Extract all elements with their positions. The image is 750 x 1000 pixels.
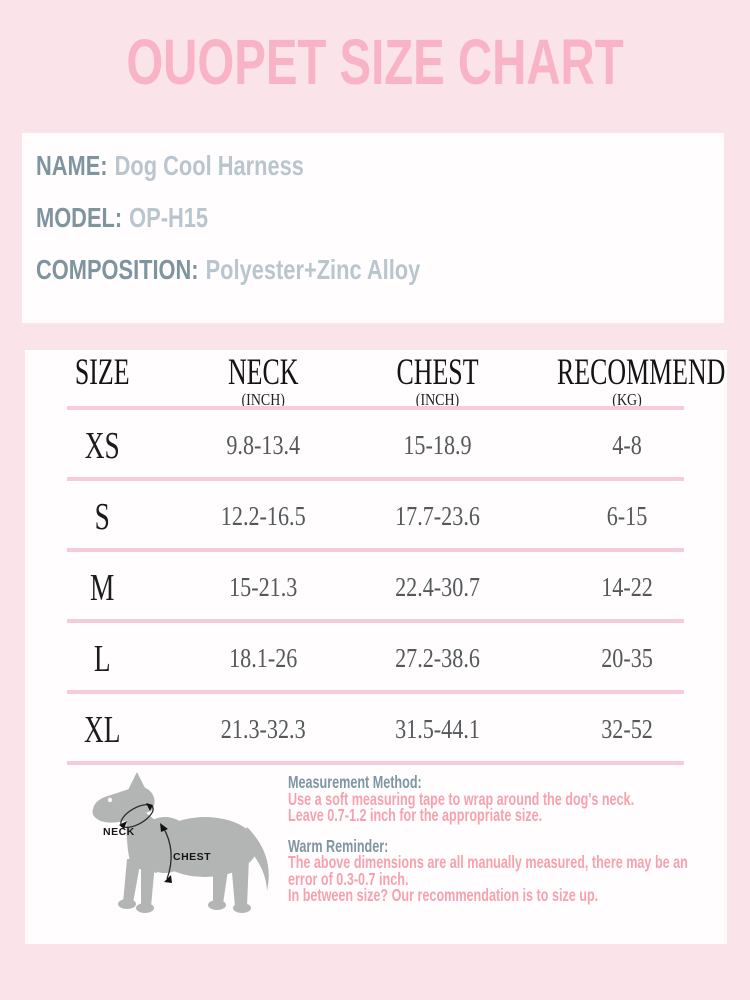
- chest-label: CHEST: [173, 851, 211, 863]
- recommend-cell: 32-52: [601, 714, 653, 744]
- size-cell: XL: [83, 708, 121, 751]
- table-row-s: S 12.2-16.5 17.7-23.6 6-15: [25, 481, 727, 552]
- notes-section: Measurement Method: Use a soft measuring…: [288, 774, 709, 904]
- neck-cell: 9.8-13.4: [226, 430, 301, 460]
- product-name-row: NAME: Dog Cool Harness: [36, 152, 573, 180]
- table-row-xl: XL 21.3-32.3 31.5-44.1 32-52: [25, 694, 727, 765]
- neck-cell: 15-21.3: [229, 572, 298, 602]
- measure-arrowheads: [119, 803, 172, 883]
- dog-eye: [107, 797, 113, 803]
- chest-cell: 27.2-38.6: [394, 643, 480, 673]
- table-row-m: M 15-21.3 22.4-30.7 14-22: [25, 552, 727, 623]
- column-header-chest: CHEST (INCH): [396, 352, 479, 409]
- measurement-method-block: Measurement Method: Use a soft measuring…: [288, 774, 709, 824]
- row-divider-line: [67, 690, 684, 694]
- product-model-value: OP-H15: [129, 202, 209, 233]
- column-header-size: SIZE: [74, 352, 130, 393]
- row-divider-line: [67, 548, 684, 552]
- chest-cell: 22.4-30.7: [394, 572, 480, 602]
- warm-reminder-line: In between size? Our recommendation is t…: [288, 885, 599, 905]
- product-composition-row: COMPOSITION: Polyester+Zinc Alloy: [36, 256, 573, 284]
- chest-measure-line: [162, 826, 172, 880]
- chest-cell: 15-18.9: [403, 430, 472, 460]
- size-cell: XS: [84, 424, 120, 467]
- product-model-row: MODEL: OP-H15: [36, 204, 573, 232]
- measurement-method-line: Leave 0.7-1.2 inch for the appropriate s…: [288, 805, 543, 825]
- column-header-neck: NECK (INCH): [228, 352, 299, 409]
- size-cell: M: [90, 566, 115, 609]
- measurement-method-line: Use a soft measuring tape to wrap around…: [288, 788, 635, 809]
- table-row-l: L 18.1-26 27.2-38.6 20-35: [25, 623, 727, 694]
- neck-cell: 21.3-32.3: [221, 714, 307, 744]
- size-table-card: SIZE NECK (INCH) CHEST (INCH) RECOMMEND …: [25, 350, 727, 944]
- product-composition-value: Polyester+Zinc Alloy: [205, 254, 421, 285]
- row-divider-line: [67, 619, 684, 623]
- row-divider-line: [67, 761, 684, 765]
- neck-cell: 18.1-26: [229, 643, 298, 673]
- size-cell: S: [94, 495, 110, 538]
- warm-reminder-line: The above dimensions are all manually me…: [288, 852, 688, 889]
- recommend-cell: 4-8: [612, 430, 642, 460]
- chest-cell: 17.7-23.6: [394, 501, 480, 531]
- product-info-card: NAME: Dog Cool Harness MODEL: OP-H15 COMPO…: [22, 133, 724, 323]
- warm-reminder-heading: Warm Reminder:: [288, 835, 389, 856]
- dog-silhouette-illustration: NECK CHEST: [92, 772, 269, 913]
- neck-label: NECK: [103, 826, 135, 838]
- product-model-label: MODEL:: [36, 202, 123, 233]
- recommend-cell: 20-35: [601, 643, 653, 673]
- chest-cell: 31.5-44.1: [394, 714, 480, 744]
- warm-reminder-block: Warm Reminder: The above dimensions are …: [288, 835, 709, 905]
- product-composition-label: COMPOSITION:: [36, 254, 199, 285]
- recommend-cell: 6-15: [606, 501, 648, 531]
- row-divider-line: [67, 477, 684, 481]
- table-row-xs: XS 9.8-13.4 15-18.9 4-8: [25, 410, 727, 481]
- dog-measurement-diagram: NECK CHEST: [77, 768, 292, 918]
- column-header-recommend: RECOMMEND (KG): [556, 352, 726, 409]
- header-divider-line: [67, 406, 684, 410]
- product-name-label: NAME:: [36, 150, 108, 181]
- size-cell: L: [93, 637, 111, 680]
- recommend-cell: 14-22: [601, 572, 653, 602]
- measurement-method-heading: Measurement Method:: [288, 772, 422, 792]
- neck-cell: 12.2-16.5: [221, 501, 307, 531]
- page-title: OUOPET SIZE CHART: [126, 26, 624, 98]
- product-name-value: Dog Cool Harness: [114, 150, 304, 181]
- size-table-header: SIZE NECK (INCH) CHEST (INCH) RECOMMEND …: [25, 350, 727, 410]
